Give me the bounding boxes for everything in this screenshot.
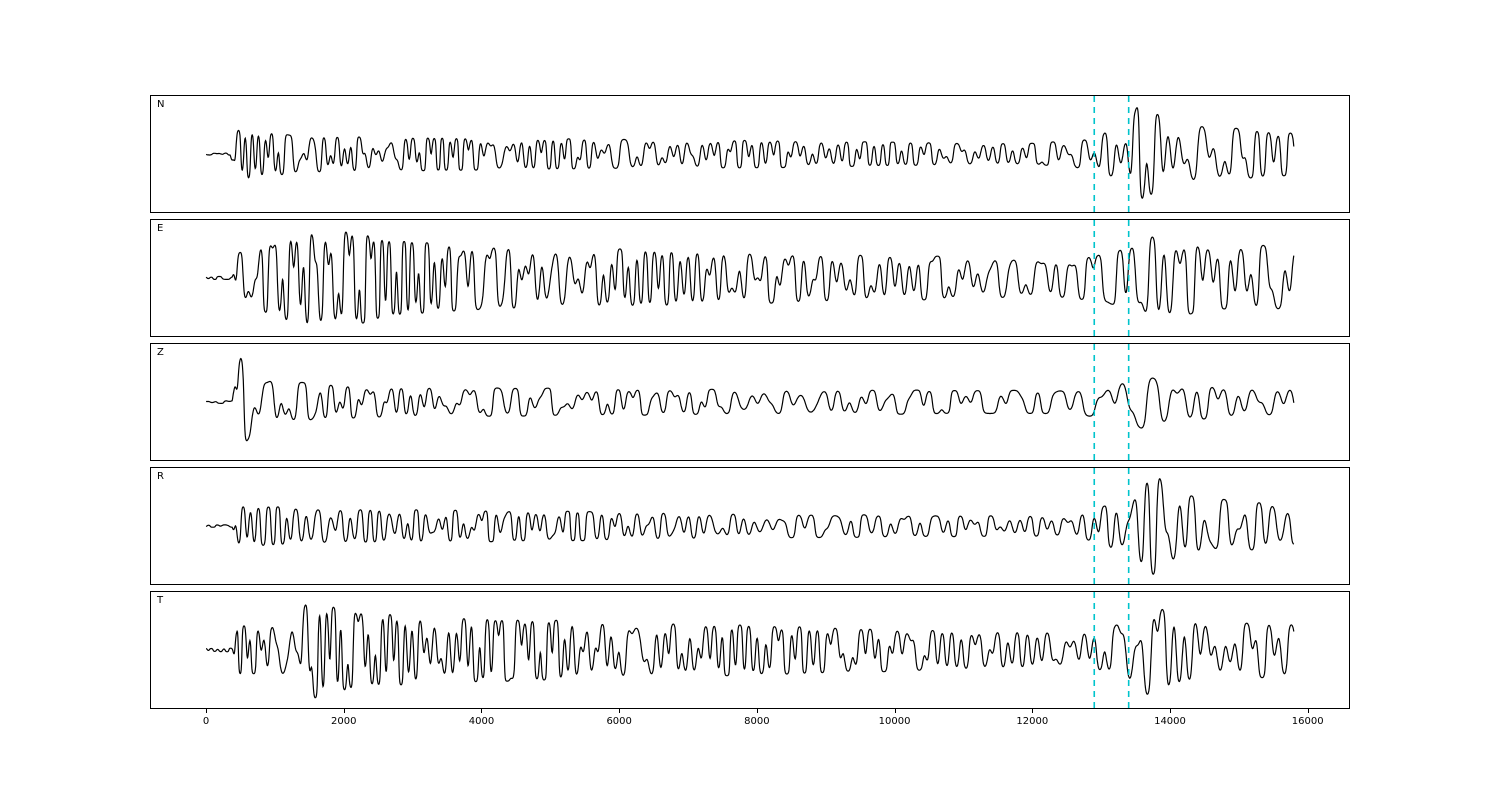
- x-axis: 0 2000 4000 6000 8000 10000 12000 14000 16000: [150, 709, 1350, 733]
- x-tick-mark: [619, 709, 621, 713]
- panel-label: E: [157, 223, 164, 234]
- x-tick-mark: [1169, 709, 1171, 713]
- x-tick-mark: [1032, 709, 1034, 713]
- x-tick-mark: [481, 709, 483, 713]
- waveform-trace: [205, 220, 1295, 336]
- waveform-panel-n: N: [150, 95, 1350, 213]
- waveform-panel-e: E: [150, 219, 1350, 337]
- x-tick-label: 16000: [1291, 716, 1324, 727]
- x-tick-label: 2000: [331, 716, 357, 727]
- x-tick-mark: [756, 709, 758, 713]
- waveform-trace: [205, 344, 1295, 460]
- waveform-trace: [205, 468, 1295, 584]
- panel-label: N: [157, 99, 165, 110]
- waveform-panels: N E Z R T: [150, 95, 1350, 709]
- panel-label: R: [157, 471, 164, 482]
- x-tick-label: 0: [202, 716, 210, 727]
- panel-label: T: [157, 595, 164, 606]
- panel-label: Z: [157, 347, 164, 358]
- x-tick-mark: [1307, 709, 1309, 713]
- x-tick-label: 4000: [468, 716, 495, 727]
- x-tick-mark: [206, 709, 208, 713]
- x-tick-label: 6000: [606, 716, 632, 727]
- waveform-panel-r: R: [150, 467, 1350, 585]
- x-tick-label: 10000: [878, 716, 911, 727]
- x-tick-label: 12000: [1016, 716, 1049, 727]
- waveform-trace: [205, 592, 1295, 708]
- x-tick-label: 14000: [1154, 716, 1186, 727]
- x-tick-mark: [894, 709, 896, 713]
- waveform-panel-t: T: [150, 591, 1350, 709]
- x-tick-label: 8000: [744, 716, 770, 727]
- waveform-trace: [205, 96, 1295, 212]
- waveform-panel-z: Z: [150, 343, 1350, 461]
- x-tick-mark: [343, 709, 345, 713]
